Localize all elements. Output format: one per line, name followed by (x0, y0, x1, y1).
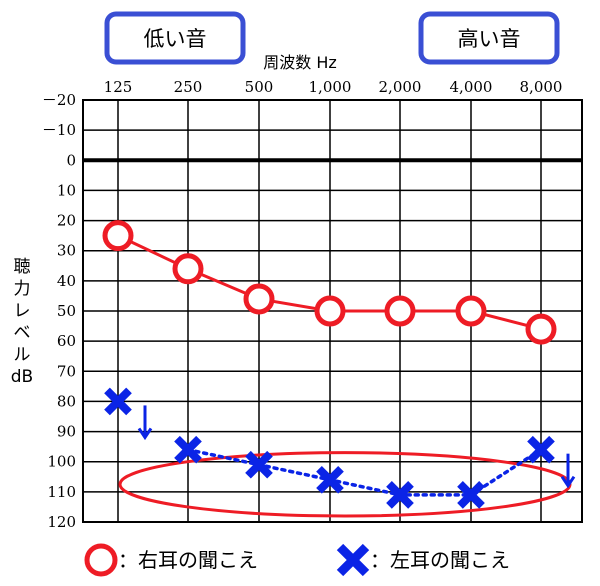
legend-left-ear-label: ：左耳の聞こえ (370, 548, 510, 572)
x-tick-label: 4,000 (450, 78, 493, 96)
data-point-circle (102, 220, 134, 252)
y-axis-label-char: ベ (14, 323, 31, 343)
x-tick-label: 1,000 (309, 78, 352, 96)
legend-circle-icon (84, 543, 118, 577)
x-tick-label: 250 (174, 78, 203, 96)
series-line (186, 447, 543, 497)
data-point-cross (386, 481, 414, 509)
down-arrow-icon (560, 453, 576, 489)
y-tick-label: 50 (57, 302, 76, 320)
x-tick-label: 2,000 (379, 78, 422, 96)
data-point-cross (104, 387, 132, 416)
y-axis-label-char: dB (11, 367, 33, 387)
y-tick-label: －20 (42, 91, 76, 109)
x-tick-labels: 125 250 500 1,000 2,000 4,000 8,000 (104, 78, 563, 96)
legend-right-ear-label: ：右耳の聞こえ (118, 548, 258, 572)
data-point-circle (455, 295, 487, 327)
series-left-ear (104, 387, 576, 509)
y-tick-label: 0 (66, 151, 76, 169)
y-tick-label: －10 (42, 121, 76, 139)
y-axis-label-char: ル (14, 345, 31, 365)
low-sound-pill: 低い音 (104, 11, 246, 65)
y-tick-label: 110 (47, 483, 76, 501)
y-tick-label: 70 (57, 362, 76, 380)
y-tick-labels: －20 －10 0 10 20 30 40 50 60 70 80 90 100 110 120 (42, 91, 76, 531)
high-sound-pill: 高い音 (418, 11, 560, 65)
frequency-axis-title: 周波数 Hz (263, 53, 337, 72)
data-point-cross (245, 450, 273, 479)
data-point-circle (314, 295, 346, 327)
data-point-cross (527, 435, 555, 464)
y-tick-label: 10 (57, 181, 76, 199)
x-tick-label: 125 (104, 78, 133, 96)
series-right-ear (102, 220, 557, 345)
x-tick-label: 8,000 (520, 78, 563, 96)
legend: ：右耳の聞こえ ：左耳の聞こえ (84, 543, 510, 577)
data-point-circle (243, 283, 275, 315)
data-point-circle (525, 313, 557, 345)
down-arrow-head (137, 427, 153, 441)
data-point-circle (172, 253, 204, 285)
high-sound-label: 高い音 (458, 27, 521, 51)
y-axis-label-char: レ (14, 301, 31, 321)
series-group (102, 220, 576, 509)
y-axis-label-char: 聴 (14, 257, 31, 277)
data-point-cross (457, 481, 485, 509)
y-tick-label: 30 (57, 242, 76, 260)
y-tick-label: 80 (57, 392, 76, 410)
legend-cross-icon (336, 543, 370, 577)
x-tick-label: 500 (245, 78, 274, 96)
data-point-circle (384, 295, 416, 327)
low-sound-label: 低い音 (144, 27, 207, 51)
down-arrow-head (560, 475, 576, 489)
y-tick-label: 90 (57, 423, 76, 441)
y-tick-label: 120 (47, 513, 76, 531)
y-tick-label: 60 (57, 332, 76, 350)
y-axis-label-char: 力 (14, 279, 31, 299)
y-tick-label: 20 (57, 212, 76, 230)
y-tick-label: 100 (47, 453, 76, 471)
y-tick-label: 40 (57, 272, 76, 290)
data-point-cross (316, 465, 344, 494)
down-arrow-icon (137, 405, 153, 441)
data-point-cross (174, 435, 202, 464)
